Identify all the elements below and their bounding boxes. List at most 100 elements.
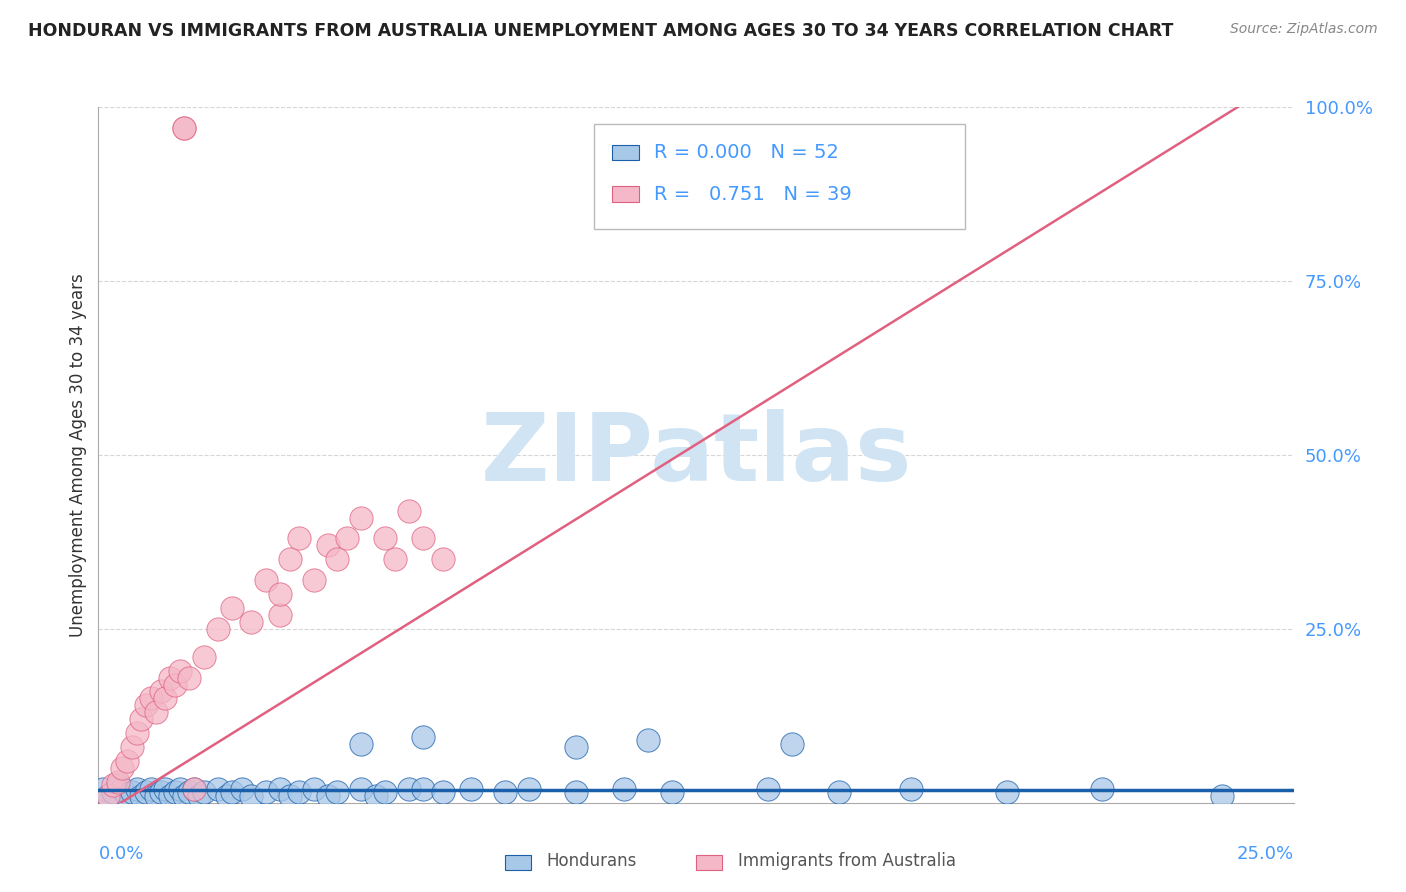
Point	[111, 761, 134, 775]
Point	[432, 552, 454, 566]
Point	[269, 781, 291, 796]
Point	[316, 789, 339, 803]
Point	[254, 573, 277, 587]
Point	[432, 785, 454, 799]
Point	[193, 649, 215, 664]
Text: R = 0.000   N = 52: R = 0.000 N = 52	[654, 143, 839, 161]
Point	[661, 785, 683, 799]
Point	[183, 781, 205, 796]
Point	[756, 781, 779, 796]
Point	[169, 781, 191, 796]
Point	[254, 785, 277, 799]
Point	[288, 532, 311, 546]
Point	[125, 781, 148, 796]
Point	[145, 706, 167, 720]
Point	[155, 691, 177, 706]
Text: ZIPatlas: ZIPatlas	[481, 409, 911, 501]
Point	[135, 785, 157, 799]
Point	[398, 781, 420, 796]
Point	[350, 737, 373, 751]
Point	[159, 789, 181, 803]
Bar	[696, 855, 723, 871]
Text: 25.0%: 25.0%	[1236, 845, 1294, 863]
Point	[163, 785, 186, 799]
Point	[173, 789, 195, 803]
Point	[179, 785, 201, 799]
Point	[240, 615, 263, 629]
Point	[302, 781, 325, 796]
Point	[637, 733, 659, 747]
Point	[131, 712, 153, 726]
Text: Hondurans: Hondurans	[547, 852, 637, 871]
Point	[364, 789, 387, 803]
Point	[269, 587, 291, 601]
Text: HONDURAN VS IMMIGRANTS FROM AUSTRALIA UNEMPLOYMENT AMONG AGES 30 TO 34 YEARS COR: HONDURAN VS IMMIGRANTS FROM AUSTRALIA UN…	[28, 22, 1174, 40]
Point	[221, 785, 243, 799]
Point	[326, 785, 349, 799]
Point	[111, 781, 134, 796]
Point	[217, 789, 239, 803]
Point	[398, 503, 420, 517]
Point	[135, 698, 157, 713]
Point	[193, 785, 215, 799]
Text: R =   0.751   N = 39: R = 0.751 N = 39	[654, 185, 852, 203]
Point	[780, 737, 803, 751]
Point	[613, 781, 636, 796]
Bar	[612, 186, 638, 202]
Point	[517, 781, 540, 796]
Point	[121, 740, 143, 755]
Point	[125, 726, 148, 740]
Point	[240, 789, 263, 803]
Point	[207, 781, 229, 796]
Point	[163, 677, 186, 691]
Point	[187, 789, 209, 803]
Point	[900, 781, 922, 796]
Point	[995, 785, 1018, 799]
Point	[155, 781, 177, 796]
Point	[169, 664, 191, 678]
Point	[183, 781, 205, 796]
Point	[97, 789, 120, 803]
Point	[173, 120, 195, 135]
Point	[145, 789, 167, 803]
Point	[101, 785, 124, 799]
Point	[350, 781, 373, 796]
Point	[139, 781, 162, 796]
Point	[460, 781, 482, 796]
Y-axis label: Unemployment Among Ages 30 to 34 years: Unemployment Among Ages 30 to 34 years	[69, 273, 87, 637]
Point	[278, 552, 301, 566]
Point	[384, 552, 406, 566]
Point	[149, 684, 172, 698]
Point	[207, 622, 229, 636]
Point	[97, 789, 120, 803]
Point	[231, 781, 253, 796]
Text: Immigrants from Australia: Immigrants from Australia	[738, 852, 956, 871]
Point	[107, 778, 129, 792]
Point	[326, 552, 349, 566]
Point	[494, 785, 516, 799]
Point	[316, 538, 339, 552]
Point	[101, 778, 124, 792]
Bar	[505, 855, 531, 871]
Point	[412, 781, 434, 796]
Point	[115, 789, 138, 803]
Point	[374, 785, 396, 799]
FancyBboxPatch shape	[595, 124, 965, 229]
Point	[149, 785, 172, 799]
Point	[565, 740, 588, 755]
Point	[374, 532, 396, 546]
Point	[828, 785, 851, 799]
Point	[1211, 789, 1233, 803]
Point	[107, 775, 129, 789]
Point	[565, 785, 588, 799]
Point	[179, 671, 201, 685]
Point	[159, 671, 181, 685]
Point	[412, 730, 434, 744]
Point	[336, 532, 359, 546]
Point	[269, 607, 291, 622]
Point	[412, 532, 434, 546]
Point	[350, 510, 373, 524]
Text: 0.0%: 0.0%	[98, 845, 143, 863]
Point	[1091, 781, 1114, 796]
Point	[302, 573, 325, 587]
